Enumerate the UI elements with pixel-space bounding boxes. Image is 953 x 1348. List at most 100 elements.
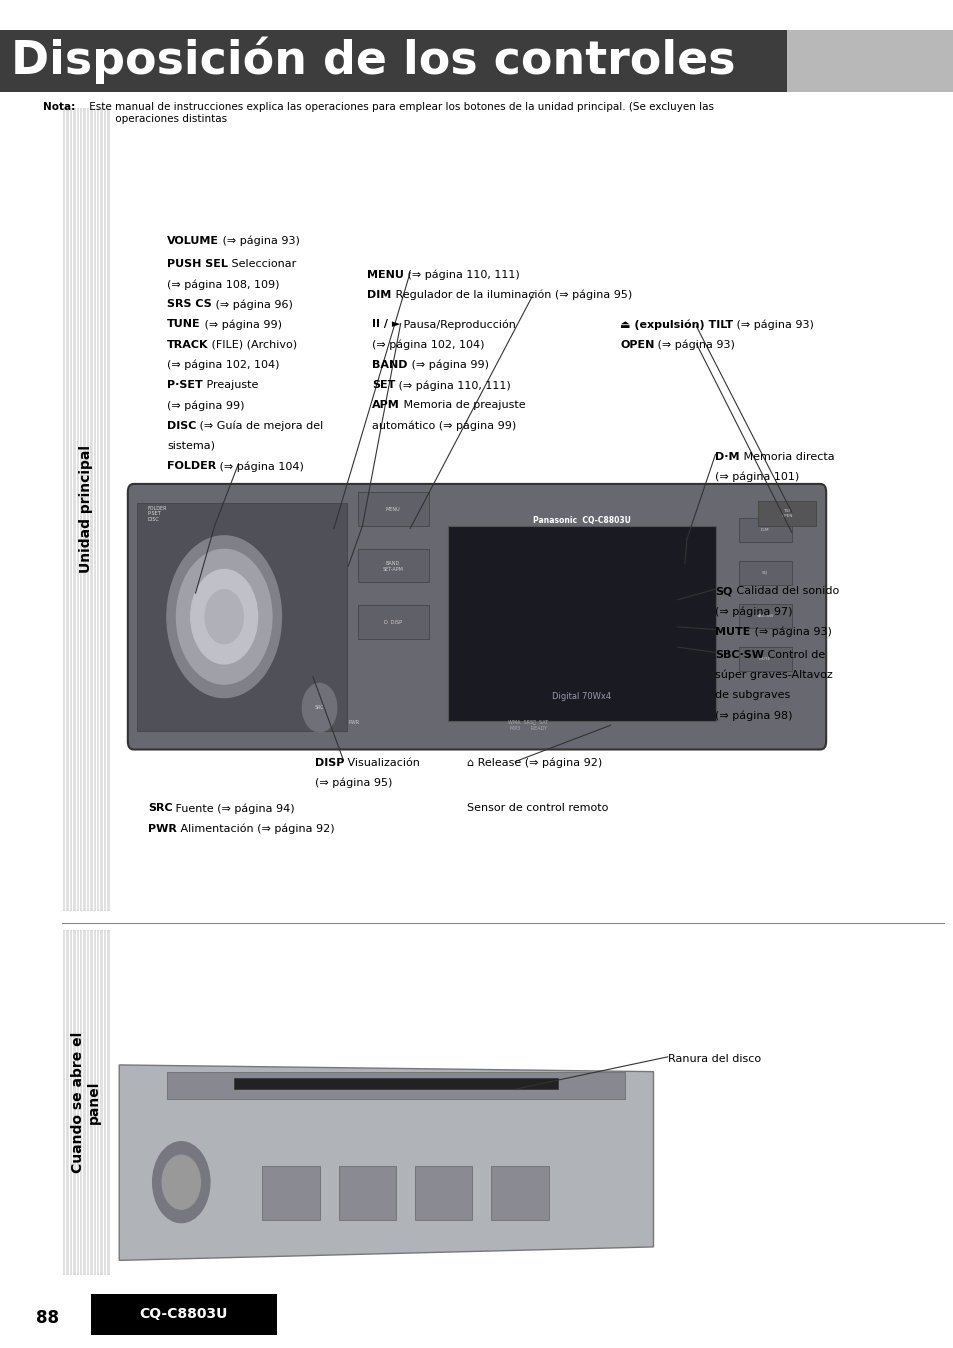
FancyBboxPatch shape bbox=[786, 30, 953, 92]
Text: (⇒ página 110, 111): (⇒ página 110, 111) bbox=[404, 270, 519, 280]
Polygon shape bbox=[119, 1065, 653, 1260]
Text: Fuente (⇒ página 94): Fuente (⇒ página 94) bbox=[172, 803, 294, 814]
Text: P·SET: P·SET bbox=[167, 380, 202, 390]
Text: Disposición de los controles: Disposición de los controles bbox=[11, 36, 735, 85]
Text: D·M: D·M bbox=[715, 452, 740, 461]
Text: PUSH SEL: PUSH SEL bbox=[167, 259, 228, 268]
Text: Este manual de instrucciones explica las operaciones para emplear los botones de: Este manual de instrucciones explica las… bbox=[86, 102, 713, 124]
Text: (⇒ página 93): (⇒ página 93) bbox=[654, 340, 735, 350]
Text: 88: 88 bbox=[36, 1309, 59, 1328]
Bar bbox=[357, 549, 429, 582]
Text: SQ: SQ bbox=[715, 586, 732, 596]
Text: (⇒ página 93): (⇒ página 93) bbox=[733, 319, 813, 330]
Text: (⇒ página 93): (⇒ página 93) bbox=[219, 236, 299, 247]
Text: (⇒ página 104): (⇒ página 104) bbox=[216, 461, 304, 472]
Bar bbox=[739, 604, 791, 628]
Text: APM: APM bbox=[372, 400, 399, 410]
Bar bbox=[262, 1166, 319, 1220]
Text: Pausa/Reproducción: Pausa/Reproducción bbox=[400, 319, 516, 330]
Circle shape bbox=[205, 590, 243, 644]
Text: WMA  SRSⓄ  SAT
MP3       READY: WMA SRSⓄ SAT MP3 READY bbox=[508, 720, 548, 731]
Text: SET: SET bbox=[372, 380, 395, 390]
Text: Unidad principal: Unidad principal bbox=[79, 445, 92, 573]
Text: MENU: MENU bbox=[367, 270, 404, 279]
Text: SRS CS: SRS CS bbox=[167, 299, 212, 309]
Text: Alimentación (⇒ página 92): Alimentación (⇒ página 92) bbox=[176, 824, 334, 834]
Bar bbox=[91, 1294, 276, 1335]
Text: FOLDER
P-SET
DISC: FOLDER P-SET DISC bbox=[148, 506, 167, 522]
Text: MUTE: MUTE bbox=[715, 627, 750, 636]
Bar bbox=[167, 1072, 624, 1099]
Text: (⇒ página 98): (⇒ página 98) bbox=[715, 710, 792, 721]
Text: SRC: SRC bbox=[314, 705, 324, 710]
Circle shape bbox=[176, 550, 272, 685]
Text: MUTE: MUTE bbox=[759, 658, 770, 661]
Text: Memoria de preajuste: Memoria de preajuste bbox=[399, 400, 525, 410]
Text: (⇒ página 108, 109): (⇒ página 108, 109) bbox=[167, 279, 279, 290]
Text: Calidad del sonido: Calidad del sonido bbox=[732, 586, 839, 596]
Bar bbox=[491, 1166, 548, 1220]
Text: (⇒ página 93): (⇒ página 93) bbox=[750, 627, 831, 638]
Text: (⇒ página 95): (⇒ página 95) bbox=[314, 778, 392, 789]
Bar bbox=[233, 1078, 558, 1089]
Circle shape bbox=[167, 535, 281, 698]
Bar bbox=[415, 1166, 472, 1220]
Text: (⇒ página 101): (⇒ página 101) bbox=[715, 472, 799, 483]
Text: (⇒ página 99): (⇒ página 99) bbox=[167, 400, 244, 411]
Text: (FILE) (Archivo): (FILE) (Archivo) bbox=[209, 340, 297, 349]
Text: Ranura del disco: Ranura del disco bbox=[667, 1054, 760, 1064]
Text: Visualización: Visualización bbox=[344, 758, 419, 767]
Text: Seleccionar: Seleccionar bbox=[228, 259, 295, 268]
Text: (⇒ página 102, 104): (⇒ página 102, 104) bbox=[372, 340, 484, 350]
Text: de subgraves: de subgraves bbox=[715, 690, 790, 700]
Text: D-M: D-M bbox=[760, 528, 769, 531]
Bar bbox=[357, 605, 429, 639]
Text: Digital 70Wx4: Digital 70Wx4 bbox=[552, 692, 611, 701]
Bar bbox=[758, 501, 815, 526]
Text: TUNE: TUNE bbox=[167, 319, 200, 329]
Text: D  DISP: D DISP bbox=[384, 620, 401, 625]
Bar bbox=[338, 1166, 395, 1220]
Bar bbox=[137, 503, 347, 731]
Text: MENU: MENU bbox=[385, 507, 400, 512]
Text: (⇒ página 99): (⇒ página 99) bbox=[407, 360, 488, 371]
FancyBboxPatch shape bbox=[128, 484, 825, 749]
Text: BAND
SET-APM: BAND SET-APM bbox=[382, 561, 403, 572]
Text: Cuando se abre el
panel: Cuando se abre el panel bbox=[71, 1031, 101, 1173]
Text: Sensor de control remoto: Sensor de control remoto bbox=[467, 803, 608, 813]
Text: sistema): sistema) bbox=[167, 441, 214, 450]
Text: PWR: PWR bbox=[348, 720, 359, 725]
Text: (⇒ página 110, 111): (⇒ página 110, 111) bbox=[395, 380, 511, 391]
Circle shape bbox=[152, 1142, 210, 1223]
Text: PWR: PWR bbox=[148, 824, 176, 833]
Bar bbox=[62, 108, 110, 910]
Text: SQ: SQ bbox=[761, 572, 767, 574]
Text: SBC·SW: SBC·SW bbox=[715, 650, 763, 659]
Text: VOLUME: VOLUME bbox=[167, 236, 219, 245]
Bar bbox=[739, 561, 791, 585]
Text: automático (⇒ página 99): automático (⇒ página 99) bbox=[372, 421, 516, 431]
Text: Panasonic  CQ-C8803U: Panasonic CQ-C8803U bbox=[533, 516, 630, 526]
Bar bbox=[62, 930, 110, 1274]
Text: SBC-SW: SBC-SW bbox=[756, 615, 773, 617]
Text: (⇒ página 97): (⇒ página 97) bbox=[715, 607, 792, 617]
Text: TRACK: TRACK bbox=[167, 340, 209, 349]
Text: (⇒ página 102, 104): (⇒ página 102, 104) bbox=[167, 360, 279, 371]
Text: Regulador de la iluminación (⇒ página 95): Regulador de la iluminación (⇒ página 95… bbox=[391, 290, 631, 301]
Text: DISP: DISP bbox=[314, 758, 344, 767]
Bar bbox=[357, 492, 429, 526]
Text: Nota:: Nota: bbox=[43, 102, 75, 112]
Text: Control de: Control de bbox=[763, 650, 825, 659]
Bar bbox=[739, 518, 791, 542]
Text: (⇒ Guía de mejora del: (⇒ Guía de mejora del bbox=[196, 421, 323, 431]
Text: II / ►: II / ► bbox=[372, 319, 400, 329]
Text: súper graves-Altavoz: súper graves-Altavoz bbox=[715, 670, 832, 681]
Text: ⌂ Release (⇒ página 92): ⌂ Release (⇒ página 92) bbox=[467, 758, 602, 768]
Circle shape bbox=[162, 1155, 200, 1209]
FancyBboxPatch shape bbox=[0, 30, 786, 92]
Text: FOLDER: FOLDER bbox=[167, 461, 216, 470]
Text: DIM: DIM bbox=[367, 290, 391, 299]
Text: TILT
OPEN: TILT OPEN bbox=[781, 510, 792, 518]
Bar bbox=[448, 526, 715, 721]
Text: DISC: DISC bbox=[167, 421, 196, 430]
